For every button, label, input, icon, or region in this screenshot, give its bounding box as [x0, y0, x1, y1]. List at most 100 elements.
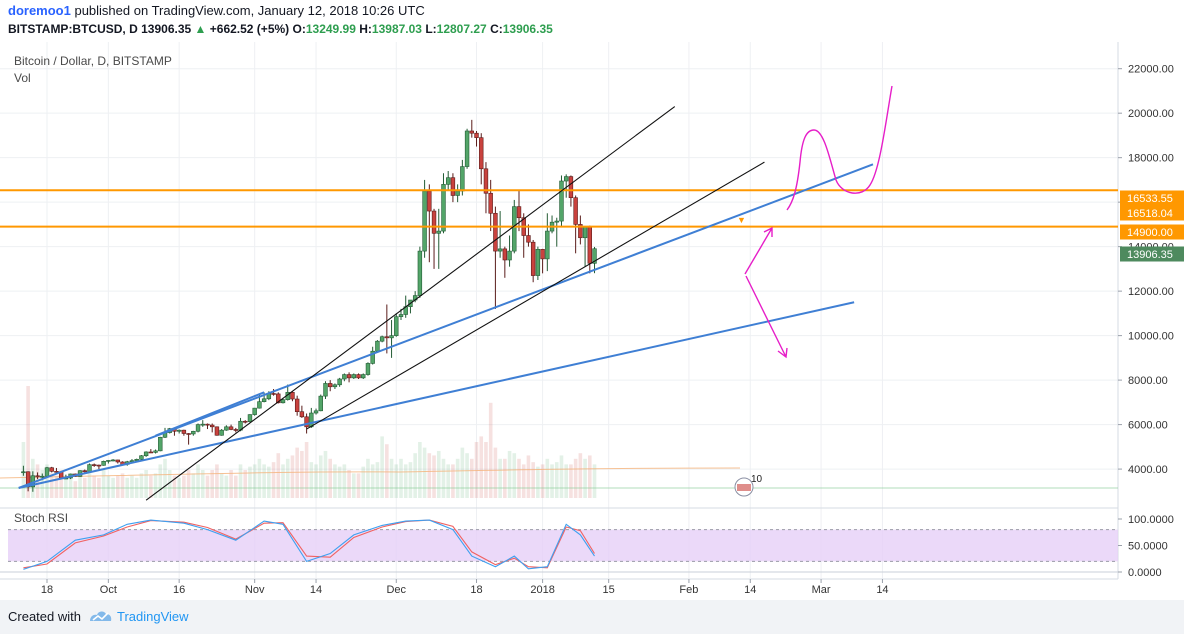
candle-body: [176, 429, 182, 432]
volume-bar: [210, 470, 214, 498]
volume-bar: [503, 458, 507, 498]
price-chart[interactable]: 4000.00 6000.00 8000.00 10000.00 12000.00 14 0…: [0, 0, 1184, 600]
candle-body: [545, 230, 550, 260]
blue-trend-line: [18, 301, 855, 489]
candle-body: [450, 177, 456, 196]
volume-bar: [191, 473, 196, 498]
price-label-box: [1120, 205, 1184, 221]
candle-body: [271, 393, 276, 395]
candle-body: [445, 177, 451, 185]
price-label-text: 16533.55: [1127, 193, 1173, 205]
volume-bar: [550, 464, 554, 498]
price-tick-label: 20000.00: [1128, 108, 1174, 120]
volume-bar: [196, 464, 200, 498]
magenta-up-arrow[interactable]: [744, 226, 773, 275]
trend-lines[interactable]: [18, 106, 874, 501]
volume-bar: [290, 455, 295, 498]
magenta-down-arrow[interactable]: [745, 275, 788, 359]
volume-bar: [385, 444, 389, 498]
volume-bar: [120, 473, 125, 498]
time-tick-label: Nov: [245, 584, 265, 596]
volume-bar: [54, 475, 59, 498]
volume-bar: [488, 402, 493, 498]
candle-body: [370, 350, 375, 364]
volume-bar: [248, 466, 252, 498]
candle-body: [247, 414, 253, 423]
candle-body: [323, 383, 328, 397]
volume-bar: [408, 462, 413, 498]
candle-body: [460, 166, 465, 192]
candle-body: [573, 197, 578, 225]
volume-bar: [234, 475, 238, 498]
volume-bar: [564, 464, 568, 498]
magenta-drawings[interactable]: [744, 85, 893, 359]
candle-body: [200, 423, 205, 426]
volume-bar: [573, 458, 578, 498]
candle-body: [422, 190, 427, 252]
volume-bar: [116, 475, 120, 498]
chart-title: Bitcoin / Dollar, D, BITSTAMP: [14, 54, 172, 68]
price-tick-label: 22000.00: [1128, 64, 1174, 76]
price-tick-label: 18000.00: [1128, 153, 1174, 165]
candle-body: [356, 374, 361, 379]
candle-body: [280, 399, 286, 404]
volume-bar: [569, 464, 573, 498]
tradingview-logo-icon[interactable]: [88, 607, 114, 625]
candle-body: [181, 429, 187, 434]
black-channel-line: [306, 161, 765, 430]
volume-bar: [182, 475, 186, 498]
price-tick-label: 8000.00: [1128, 375, 1168, 387]
volume-bar: [474, 442, 479, 498]
time-tick-label: 2018: [530, 584, 554, 596]
candle-body: [379, 336, 385, 342]
volume-bar: [413, 453, 417, 498]
candle-body: [49, 467, 54, 472]
candle-body: [479, 137, 484, 170]
candle-body: [592, 248, 597, 264]
volume-bar: [59, 470, 63, 498]
volume-bar: [559, 455, 564, 498]
magenta-projection-curve[interactable]: [786, 85, 893, 211]
candle-body: [153, 450, 158, 453]
stoch-d-line: [23, 519, 595, 569]
up-arrow-icon: ▲: [194, 22, 207, 36]
volume-bar: [49, 473, 54, 498]
ohlc-readout: BITSTAMP:BTCUSD, D 13906.35 ▲ +662.52 (+…: [8, 22, 553, 36]
candle-body: [148, 451, 154, 454]
volume-bar: [318, 455, 323, 498]
candle-body: [516, 206, 522, 219]
volume-bar: [158, 464, 163, 498]
candle-body: [540, 249, 545, 260]
candle-body: [375, 340, 380, 352]
candle-body: [101, 460, 106, 466]
volume-bar: [276, 453, 281, 498]
volume-bar: [106, 475, 111, 498]
volume-bar: [92, 475, 96, 498]
author-link[interactable]: doremoo1: [8, 3, 71, 18]
time-axis[interactable]: 18 Oct 16 Nov 14 Dec 18 2018 15 Feb 14 Mar 14: [41, 579, 889, 596]
low-value: 12807.27: [436, 22, 487, 36]
volume-bar: [219, 473, 224, 498]
high-value: 13987.03: [371, 22, 422, 36]
volume-bar: [205, 475, 210, 498]
candle-body: [257, 401, 262, 409]
volume-bar: [493, 447, 498, 498]
volume-bar: [252, 464, 257, 498]
volume-bar: [267, 466, 271, 498]
candle-body: [578, 224, 583, 239]
volume-bar: [460, 447, 465, 498]
horizontal-levels[interactable]: [0, 189, 1118, 228]
volume-bars: [0, 386, 1118, 498]
candle-body: [535, 249, 541, 276]
candle-body: [337, 378, 342, 386]
volume-bar: [418, 442, 422, 498]
time-tick-label: Dec: [386, 584, 406, 596]
time-tick-label: Oct: [100, 584, 117, 596]
flag-marker[interactable]: 10 ▼: [734, 215, 763, 497]
volume-bar: [328, 458, 332, 498]
tradingview-link[interactable]: TradingView: [117, 609, 189, 624]
time-tick-label: 15: [603, 584, 615, 596]
volume-bar: [498, 458, 502, 498]
candle-body: [96, 464, 102, 467]
candle-body: [332, 384, 338, 388]
